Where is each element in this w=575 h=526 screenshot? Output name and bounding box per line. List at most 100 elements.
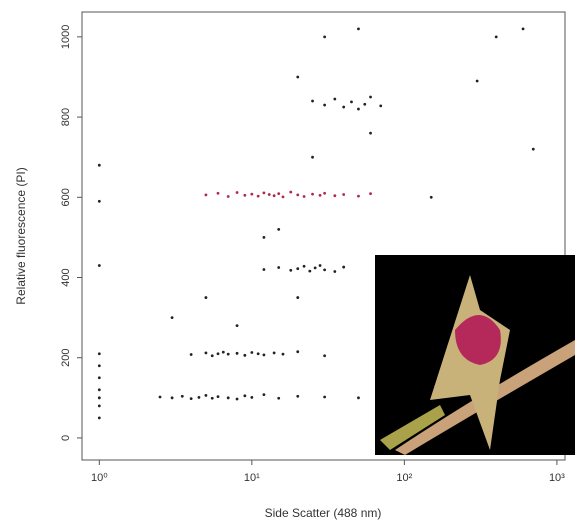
- point: [97, 404, 101, 408]
- point: [357, 107, 360, 111]
- point: [226, 195, 230, 198]
- point: [250, 192, 254, 196]
- point: [226, 396, 230, 400]
- point: [342, 265, 346, 269]
- point: [97, 388, 101, 392]
- point: [379, 104, 383, 108]
- point: [296, 75, 300, 79]
- point: [235, 324, 239, 328]
- point: [311, 155, 314, 159]
- point: [323, 268, 327, 272]
- point: [296, 350, 300, 354]
- inset-photo: [375, 255, 575, 455]
- x-tick-label: 10²: [396, 472, 412, 484]
- petal: [430, 275, 510, 450]
- point: [302, 195, 306, 198]
- point: [357, 27, 360, 31]
- point: [97, 364, 101, 368]
- point: [369, 192, 372, 196]
- y-tick-label: 200: [60, 349, 72, 367]
- point: [226, 352, 230, 356]
- point: [350, 100, 353, 104]
- y-tick-label: 1000: [60, 25, 72, 49]
- point: [308, 269, 312, 273]
- point: [323, 35, 327, 39]
- point: [256, 352, 260, 356]
- point: [250, 351, 254, 354]
- point: [323, 354, 327, 358]
- point: [277, 227, 281, 231]
- point: [262, 191, 266, 195]
- point: [369, 95, 372, 99]
- point: [311, 192, 314, 196]
- point: [97, 199, 101, 203]
- point: [272, 194, 276, 198]
- point: [204, 296, 208, 299]
- y-tick-label: 400: [60, 268, 72, 286]
- x-axis-title: Side Scatter (488 nm): [265, 506, 382, 520]
- point: [296, 296, 300, 299]
- point: [243, 394, 247, 398]
- plot-frame: [81, 11, 566, 461]
- point: [357, 396, 360, 400]
- point: [216, 395, 220, 399]
- point: [189, 353, 193, 356]
- point: [277, 396, 281, 400]
- point: [170, 316, 174, 320]
- point: [311, 99, 314, 103]
- y-tick-label: 800: [60, 108, 72, 126]
- point: [158, 395, 162, 399]
- point: [180, 394, 184, 398]
- y-tick-label: 600: [60, 188, 72, 206]
- point: [363, 102, 367, 106]
- point: [235, 191, 239, 194]
- point: [494, 35, 498, 39]
- x-tick-label: 10⁰: [91, 472, 108, 484]
- y-axis-title: Relative fluorescence (PI): [14, 167, 28, 304]
- point: [97, 352, 101, 356]
- point: [189, 397, 193, 401]
- x-tick-label: 10³: [549, 472, 565, 484]
- data-points: [97, 27, 535, 424]
- point: [475, 79, 479, 83]
- point: [97, 264, 101, 267]
- point: [318, 193, 322, 197]
- petal-inner: [455, 315, 501, 365]
- point: [323, 395, 327, 399]
- point: [281, 352, 285, 356]
- point: [277, 266, 281, 269]
- point: [369, 131, 372, 135]
- point: [313, 266, 317, 270]
- point: [197, 396, 201, 399]
- point: [216, 191, 220, 195]
- point: [243, 193, 247, 197]
- stem: [380, 405, 445, 450]
- point: [318, 264, 322, 267]
- point: [429, 195, 433, 199]
- point: [521, 27, 525, 31]
- point: [204, 193, 208, 197]
- point: [531, 147, 535, 151]
- x-tick-label: 10¹: [244, 472, 260, 484]
- point: [289, 190, 293, 194]
- point: [333, 97, 337, 101]
- point: [267, 193, 271, 196]
- point: [262, 268, 266, 271]
- point: [210, 354, 214, 358]
- point: [277, 192, 281, 196]
- point: [357, 194, 360, 198]
- point: [235, 351, 239, 355]
- point: [243, 353, 247, 357]
- point: [170, 396, 174, 400]
- point: [262, 393, 266, 397]
- point: [323, 191, 327, 195]
- point: [333, 194, 337, 198]
- point: [289, 268, 293, 272]
- point: [204, 394, 208, 397]
- point: [323, 103, 327, 107]
- point: [296, 394, 300, 398]
- point: [296, 267, 300, 271]
- point: [221, 350, 225, 354]
- point: [97, 376, 101, 380]
